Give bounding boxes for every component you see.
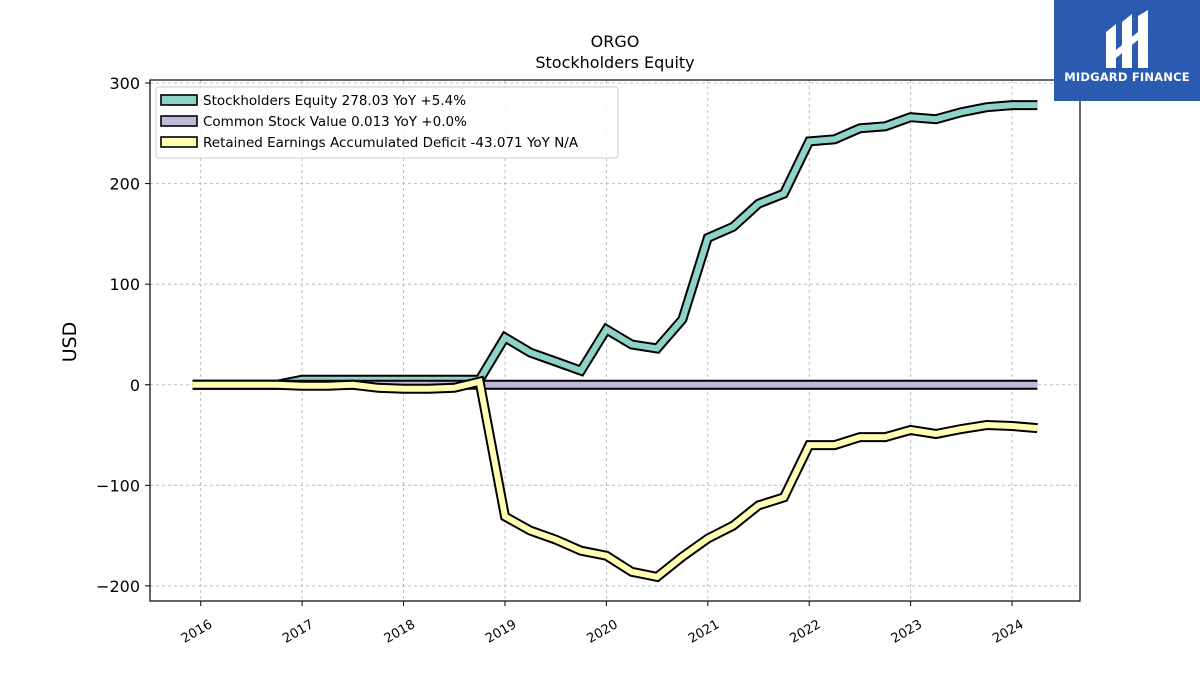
midgard-logo-icon bbox=[1106, 10, 1148, 68]
y-tick-label: 200 bbox=[109, 175, 140, 194]
x-tick-label: 2021 bbox=[686, 617, 722, 647]
legend-label: Stockholders Equity 278.03 YoY +5.4% bbox=[203, 93, 466, 109]
x-tick-label: 2023 bbox=[889, 617, 925, 647]
y-tick-label: −200 bbox=[96, 577, 140, 596]
x-tick-label: 2024 bbox=[990, 617, 1026, 647]
y-tick-label: 300 bbox=[109, 74, 140, 93]
legend-item: Retained Earnings Accumulated Deficit -4… bbox=[160, 135, 579, 151]
grid bbox=[150, 80, 1080, 601]
chart-subtitle: Stockholders Equity bbox=[535, 53, 694, 72]
x-tick-label: 2020 bbox=[585, 617, 621, 647]
y-tick-label: 0 bbox=[130, 376, 140, 395]
legend-swatch bbox=[160, 136, 198, 148]
series-layer bbox=[192, 100, 1038, 583]
x-tick-label: 2016 bbox=[179, 617, 215, 647]
x-tick-label: 2022 bbox=[787, 617, 823, 647]
legend-item: Stockholders Equity 278.03 YoY +5.4% bbox=[160, 93, 466, 109]
legend-swatch bbox=[160, 115, 198, 127]
series-2 bbox=[192, 375, 1038, 583]
legend: Stockholders Equity 278.03 YoY +5.4% Comm… bbox=[155, 86, 619, 159]
logo-brand-text: MIDGARD FINANCE bbox=[1064, 70, 1190, 84]
y-axis-label: USD bbox=[59, 322, 81, 363]
x-tick-label: 2018 bbox=[382, 617, 418, 647]
chart-title: ORGO bbox=[591, 32, 640, 51]
y-tick-label: 100 bbox=[109, 275, 140, 294]
series-line bbox=[192, 378, 1038, 581]
legend-item: Common Stock Value 0.013 YoY +0.0% bbox=[160, 114, 467, 130]
plot-frame bbox=[149, 79, 1081, 602]
midgard-finance-logo: MIDGARD FINANCE bbox=[1054, 0, 1200, 101]
x-tick-label: 2019 bbox=[483, 617, 519, 647]
legend-label: Retained Earnings Accumulated Deficit -4… bbox=[203, 135, 579, 151]
legend-swatch bbox=[160, 94, 198, 106]
legend-box bbox=[155, 86, 619, 159]
legend-label: Common Stock Value 0.013 YoY +0.0% bbox=[203, 114, 467, 130]
x-tick-label: 2017 bbox=[280, 617, 316, 647]
y-tick-label: −100 bbox=[96, 476, 140, 495]
